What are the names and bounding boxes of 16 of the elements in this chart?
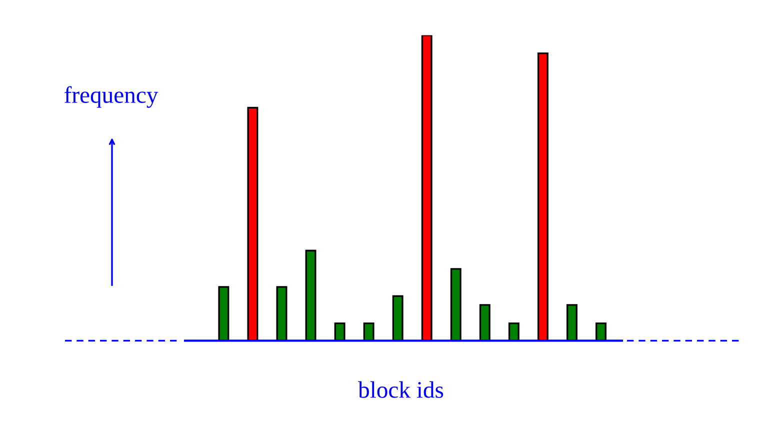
bar xyxy=(421,35,432,341)
bar xyxy=(247,106,258,341)
bar xyxy=(363,322,374,341)
bar xyxy=(276,286,288,341)
bar xyxy=(508,322,520,341)
bar xyxy=(566,304,578,341)
bar xyxy=(450,268,462,341)
bar xyxy=(392,295,404,341)
bar xyxy=(479,304,490,341)
bar xyxy=(218,286,230,341)
y-axis-title: frequency xyxy=(64,86,158,108)
bar xyxy=(596,322,606,341)
bar xyxy=(305,250,316,341)
bar xyxy=(334,322,346,341)
bar xyxy=(537,52,548,341)
x-axis-title: block ids xyxy=(358,381,444,398)
